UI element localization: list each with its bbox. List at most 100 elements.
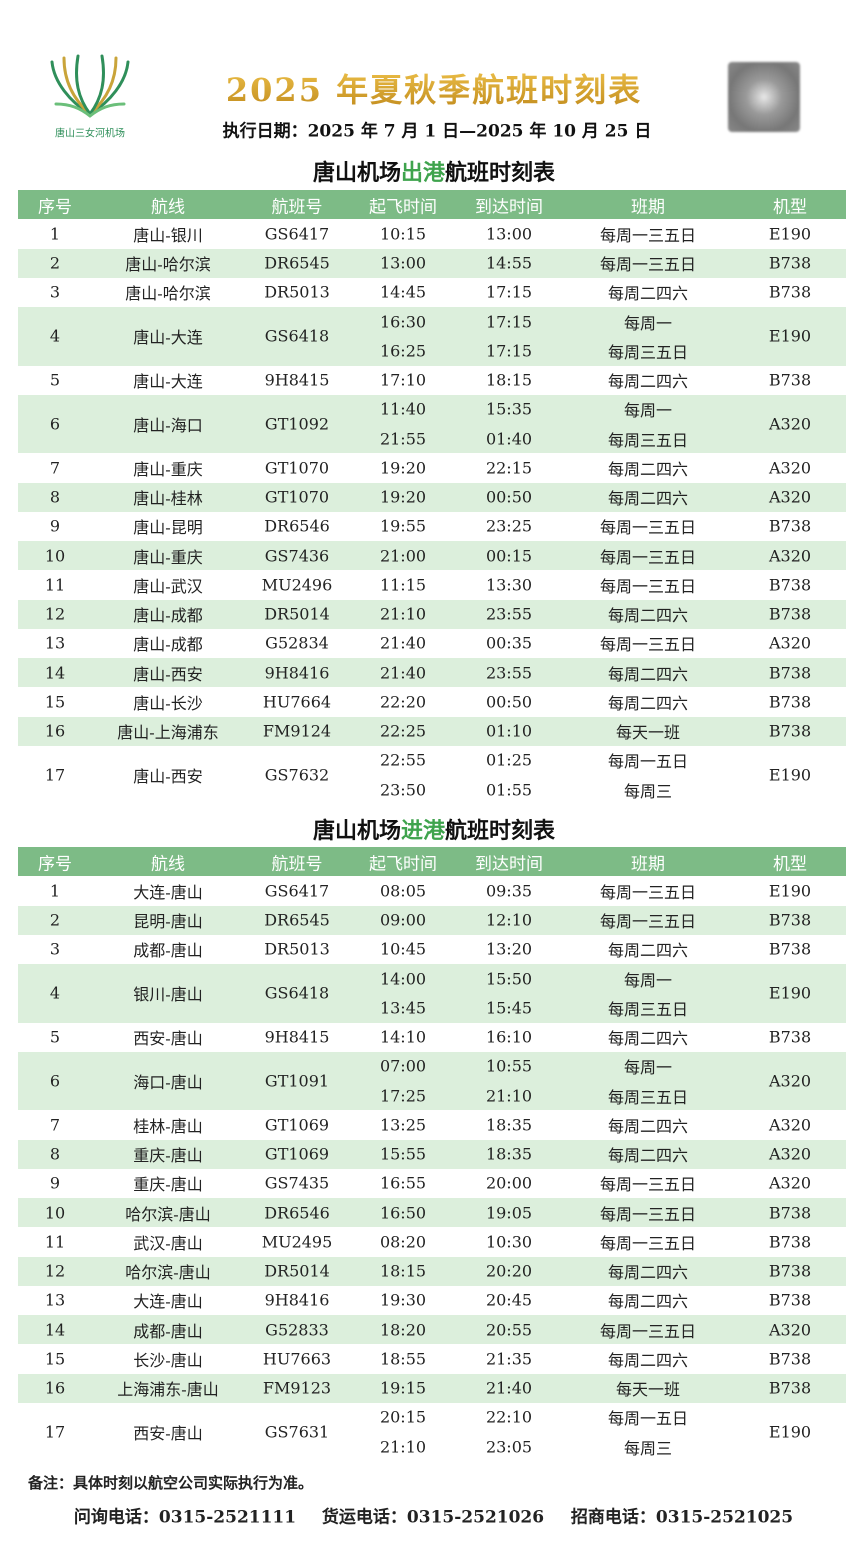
- cell-no: 7: [49, 458, 61, 478]
- cell-type: A320: [768, 1173, 812, 1193]
- cell-route: 上海浦东-唐山: [117, 1380, 219, 1400]
- cell-days: 每周三五日: [607, 430, 689, 450]
- cell-route: 唐山-武汉: [133, 576, 203, 596]
- cell-arr: 15:45: [485, 998, 533, 1018]
- section-title-part: 进港: [400, 818, 446, 844]
- cell-dep: 22:20: [379, 692, 427, 712]
- table-row: [18, 1402, 846, 1462]
- cell-dep: 16:50: [379, 1203, 427, 1223]
- cell-arr: 22:15: [485, 458, 533, 478]
- table-row: [18, 511, 846, 541]
- cell-flight: DR5013: [264, 282, 330, 302]
- table-row: [18, 1315, 846, 1345]
- cell-type: A320: [768, 1320, 812, 1340]
- cell-days: 每周一三五日: [599, 1175, 697, 1195]
- cell-flight: DR6545: [264, 910, 330, 930]
- cell-flight: GT1092: [264, 414, 330, 434]
- cell-arr: 21:10: [485, 1086, 533, 1106]
- header-cell: 班期: [631, 197, 665, 218]
- cell-no: 16: [44, 721, 66, 741]
- cell-days: 每周一三五日: [599, 1204, 697, 1224]
- contact: 问询电话：0315-2521111: [73, 1507, 297, 1528]
- cell-no: 4: [49, 983, 61, 1003]
- cell-route: 唐山-哈尔滨: [125, 284, 211, 304]
- cell-dep: 14:45: [379, 282, 427, 302]
- table-row: [18, 1022, 846, 1052]
- cell-arr: 01:10: [485, 721, 533, 741]
- cell-type: B738: [768, 370, 812, 390]
- cell-arr: 18:15: [485, 370, 533, 390]
- table-row: [18, 687, 846, 717]
- section-title-part: 出港: [400, 160, 446, 186]
- contact: 货运电话：0315-2521026: [321, 1507, 545, 1528]
- cell-type: A320: [768, 458, 812, 478]
- cell-arr: 17:15: [485, 341, 533, 361]
- cell-route: 唐山-重庆: [133, 459, 203, 479]
- cell-arr: 20:45: [485, 1290, 533, 1310]
- cell-no: 12: [44, 1261, 66, 1281]
- cell-arr: 23:55: [485, 604, 533, 624]
- cell-arr: 22:10: [485, 1407, 533, 1427]
- cell-arr: 12:10: [485, 910, 533, 930]
- cell-days: 每周二四六: [607, 489, 689, 509]
- cell-arr: 21:40: [485, 1378, 533, 1398]
- table-row: [18, 365, 846, 395]
- cell-route: 唐山-西安: [133, 767, 203, 786]
- contact: 招商电话：0315-2521025: [570, 1507, 794, 1528]
- cell-dep: 14:10: [379, 1027, 427, 1047]
- cell-type: A320: [768, 414, 812, 434]
- cell-days: 每周二四六: [607, 941, 689, 961]
- table-row: [18, 1168, 846, 1198]
- cell-type: E190: [768, 983, 812, 1003]
- cell-no: 13: [44, 1290, 66, 1310]
- cell-route: 大连-唐山: [133, 882, 203, 902]
- cell-route: 唐山-大连: [133, 328, 203, 348]
- cell-days: 每周三五日: [607, 342, 689, 362]
- cell-dep: 18:15: [379, 1261, 427, 1281]
- table-row: [18, 219, 846, 249]
- cell-days: 每周三五日: [607, 1087, 689, 1107]
- cell-days: 每周二四六: [607, 1350, 689, 1370]
- cell-days: 每周二四六: [607, 693, 689, 713]
- header-cell: 序号: [38, 197, 72, 218]
- cell-route: 哈尔滨-唐山: [125, 1204, 211, 1224]
- cell-dep: 09:00: [379, 910, 427, 930]
- header-cell: 航班号: [271, 854, 323, 875]
- cell-arr: 23:05: [485, 1437, 533, 1457]
- cell-route: 唐山-银川: [133, 225, 203, 245]
- table-row: [18, 248, 846, 278]
- cell-no: 12: [44, 604, 66, 624]
- cell-days: 每周一: [623, 401, 673, 421]
- cell-flight: GS6418: [264, 983, 330, 1003]
- cell-flight: MU2496: [261, 575, 333, 595]
- cell-type: B738: [768, 1027, 812, 1047]
- table-row: [18, 628, 846, 658]
- cell-route: 重庆-唐山: [133, 1146, 203, 1166]
- cell-dep: 21:55: [379, 429, 427, 449]
- table-row: [18, 964, 846, 1023]
- table-row: [18, 1373, 846, 1403]
- cell-type: A320: [768, 487, 812, 507]
- cell-dep: 16:55: [379, 1173, 427, 1193]
- cell-type: B738: [768, 910, 812, 930]
- header-cell: 机型: [773, 197, 807, 218]
- cell-arr: 01:55: [485, 780, 533, 800]
- cell-route: 成都-唐山: [133, 1321, 203, 1341]
- cell-flight: 9H8415: [264, 1027, 330, 1047]
- header-cell: 到达时间: [475, 197, 543, 218]
- table-row: [18, 716, 846, 746]
- cell-type: A320: [768, 1115, 812, 1135]
- cell-dep: 18:55: [379, 1349, 427, 1369]
- cell-dep: 21:00: [379, 546, 427, 566]
- cell-days: 每周二四六: [607, 372, 689, 392]
- cell-flight: G52834: [265, 633, 329, 653]
- logo: [50, 54, 130, 118]
- cell-no: 2: [49, 253, 61, 273]
- cell-no: 8: [49, 1144, 61, 1164]
- header-cell: 序号: [38, 854, 72, 875]
- cell-type: B738: [768, 1378, 812, 1398]
- cell-dep: 22:25: [379, 721, 427, 741]
- cell-flight: G52833: [265, 1320, 329, 1340]
- cell-route: 银川-唐山: [133, 985, 203, 1005]
- cell-days: 每周三: [623, 1438, 673, 1458]
